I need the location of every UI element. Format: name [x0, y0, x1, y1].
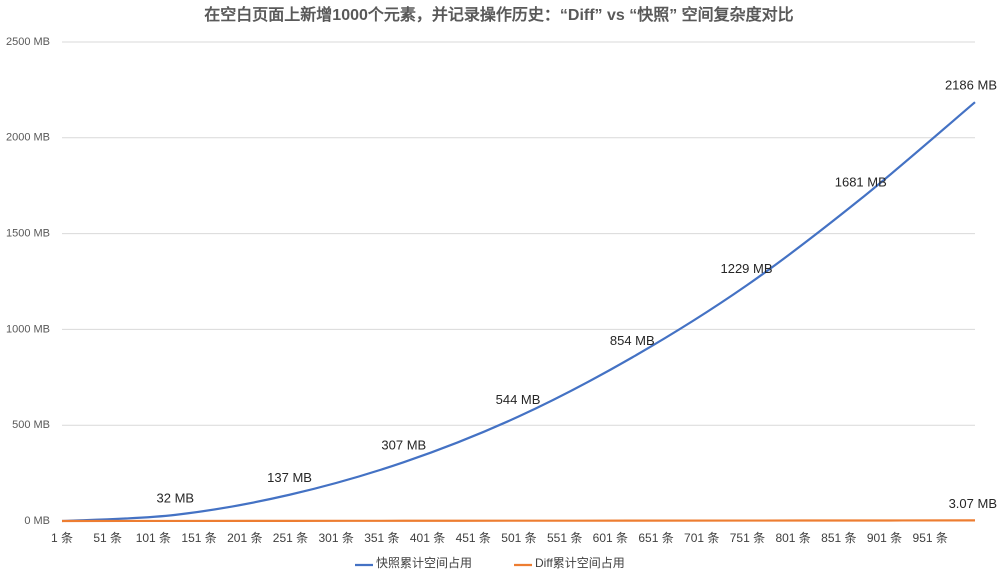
x-tick-label: 951 条 — [913, 531, 948, 545]
x-tick-label: 551 条 — [547, 531, 582, 545]
x-tick-label: 651 条 — [638, 531, 673, 545]
legend-label: Diff累计空间占用 — [535, 555, 625, 570]
y-tick-label: 2500 MB — [6, 36, 50, 48]
data-label: 3.07 MB — [949, 496, 997, 511]
x-tick-label: 351 条 — [364, 531, 399, 545]
x-tick-label: 851 条 — [821, 531, 856, 545]
data-label: 544 MB — [496, 392, 541, 407]
data-label: 1681 MB — [835, 174, 887, 189]
x-tick-label: 251 条 — [273, 531, 308, 545]
x-tick-label: 801 条 — [775, 531, 810, 545]
data-label: 854 MB — [610, 333, 655, 348]
x-tick-label: 451 条 — [456, 531, 491, 545]
data-label: 307 MB — [381, 438, 426, 453]
x-tick-label: 901 条 — [867, 531, 902, 545]
y-tick-label: 1500 MB — [6, 228, 50, 240]
y-tick-label: 500 MB — [12, 419, 50, 431]
x-tick-label: 1 条 — [51, 531, 73, 545]
series-line — [61, 519, 976, 523]
y-tick-label: 2000 MB — [6, 132, 50, 144]
x-tick-label: 151 条 — [181, 531, 216, 545]
x-tick-label: 401 条 — [410, 531, 445, 545]
x-tick-label: 101 条 — [136, 531, 171, 545]
x-tick-label: 751 条 — [730, 531, 765, 545]
y-tick-label: 1000 MB — [6, 323, 50, 335]
series-line — [61, 101, 976, 523]
legend-label: 快照累计空间占用 — [376, 555, 472, 570]
x-tick-label: 701 条 — [684, 531, 719, 545]
x-tick-label: 201 条 — [227, 531, 262, 545]
x-tick-label: 301 条 — [318, 531, 353, 545]
data-label: 2186 MB — [945, 78, 997, 93]
x-tick-label: 501 条 — [501, 531, 536, 545]
x-tick-label: 601 条 — [593, 531, 628, 545]
chart-title: 在空白页面上新增1000个元素，并记录操作历史：“Diff” vs “快照” 空… — [204, 5, 793, 24]
data-label: 1229 MB — [720, 261, 772, 276]
data-label: 32 MB — [157, 490, 195, 505]
x-tick-label: 51 条 — [93, 531, 122, 545]
y-tick-label: 0 MB — [24, 515, 50, 527]
data-label: 137 MB — [267, 470, 312, 485]
